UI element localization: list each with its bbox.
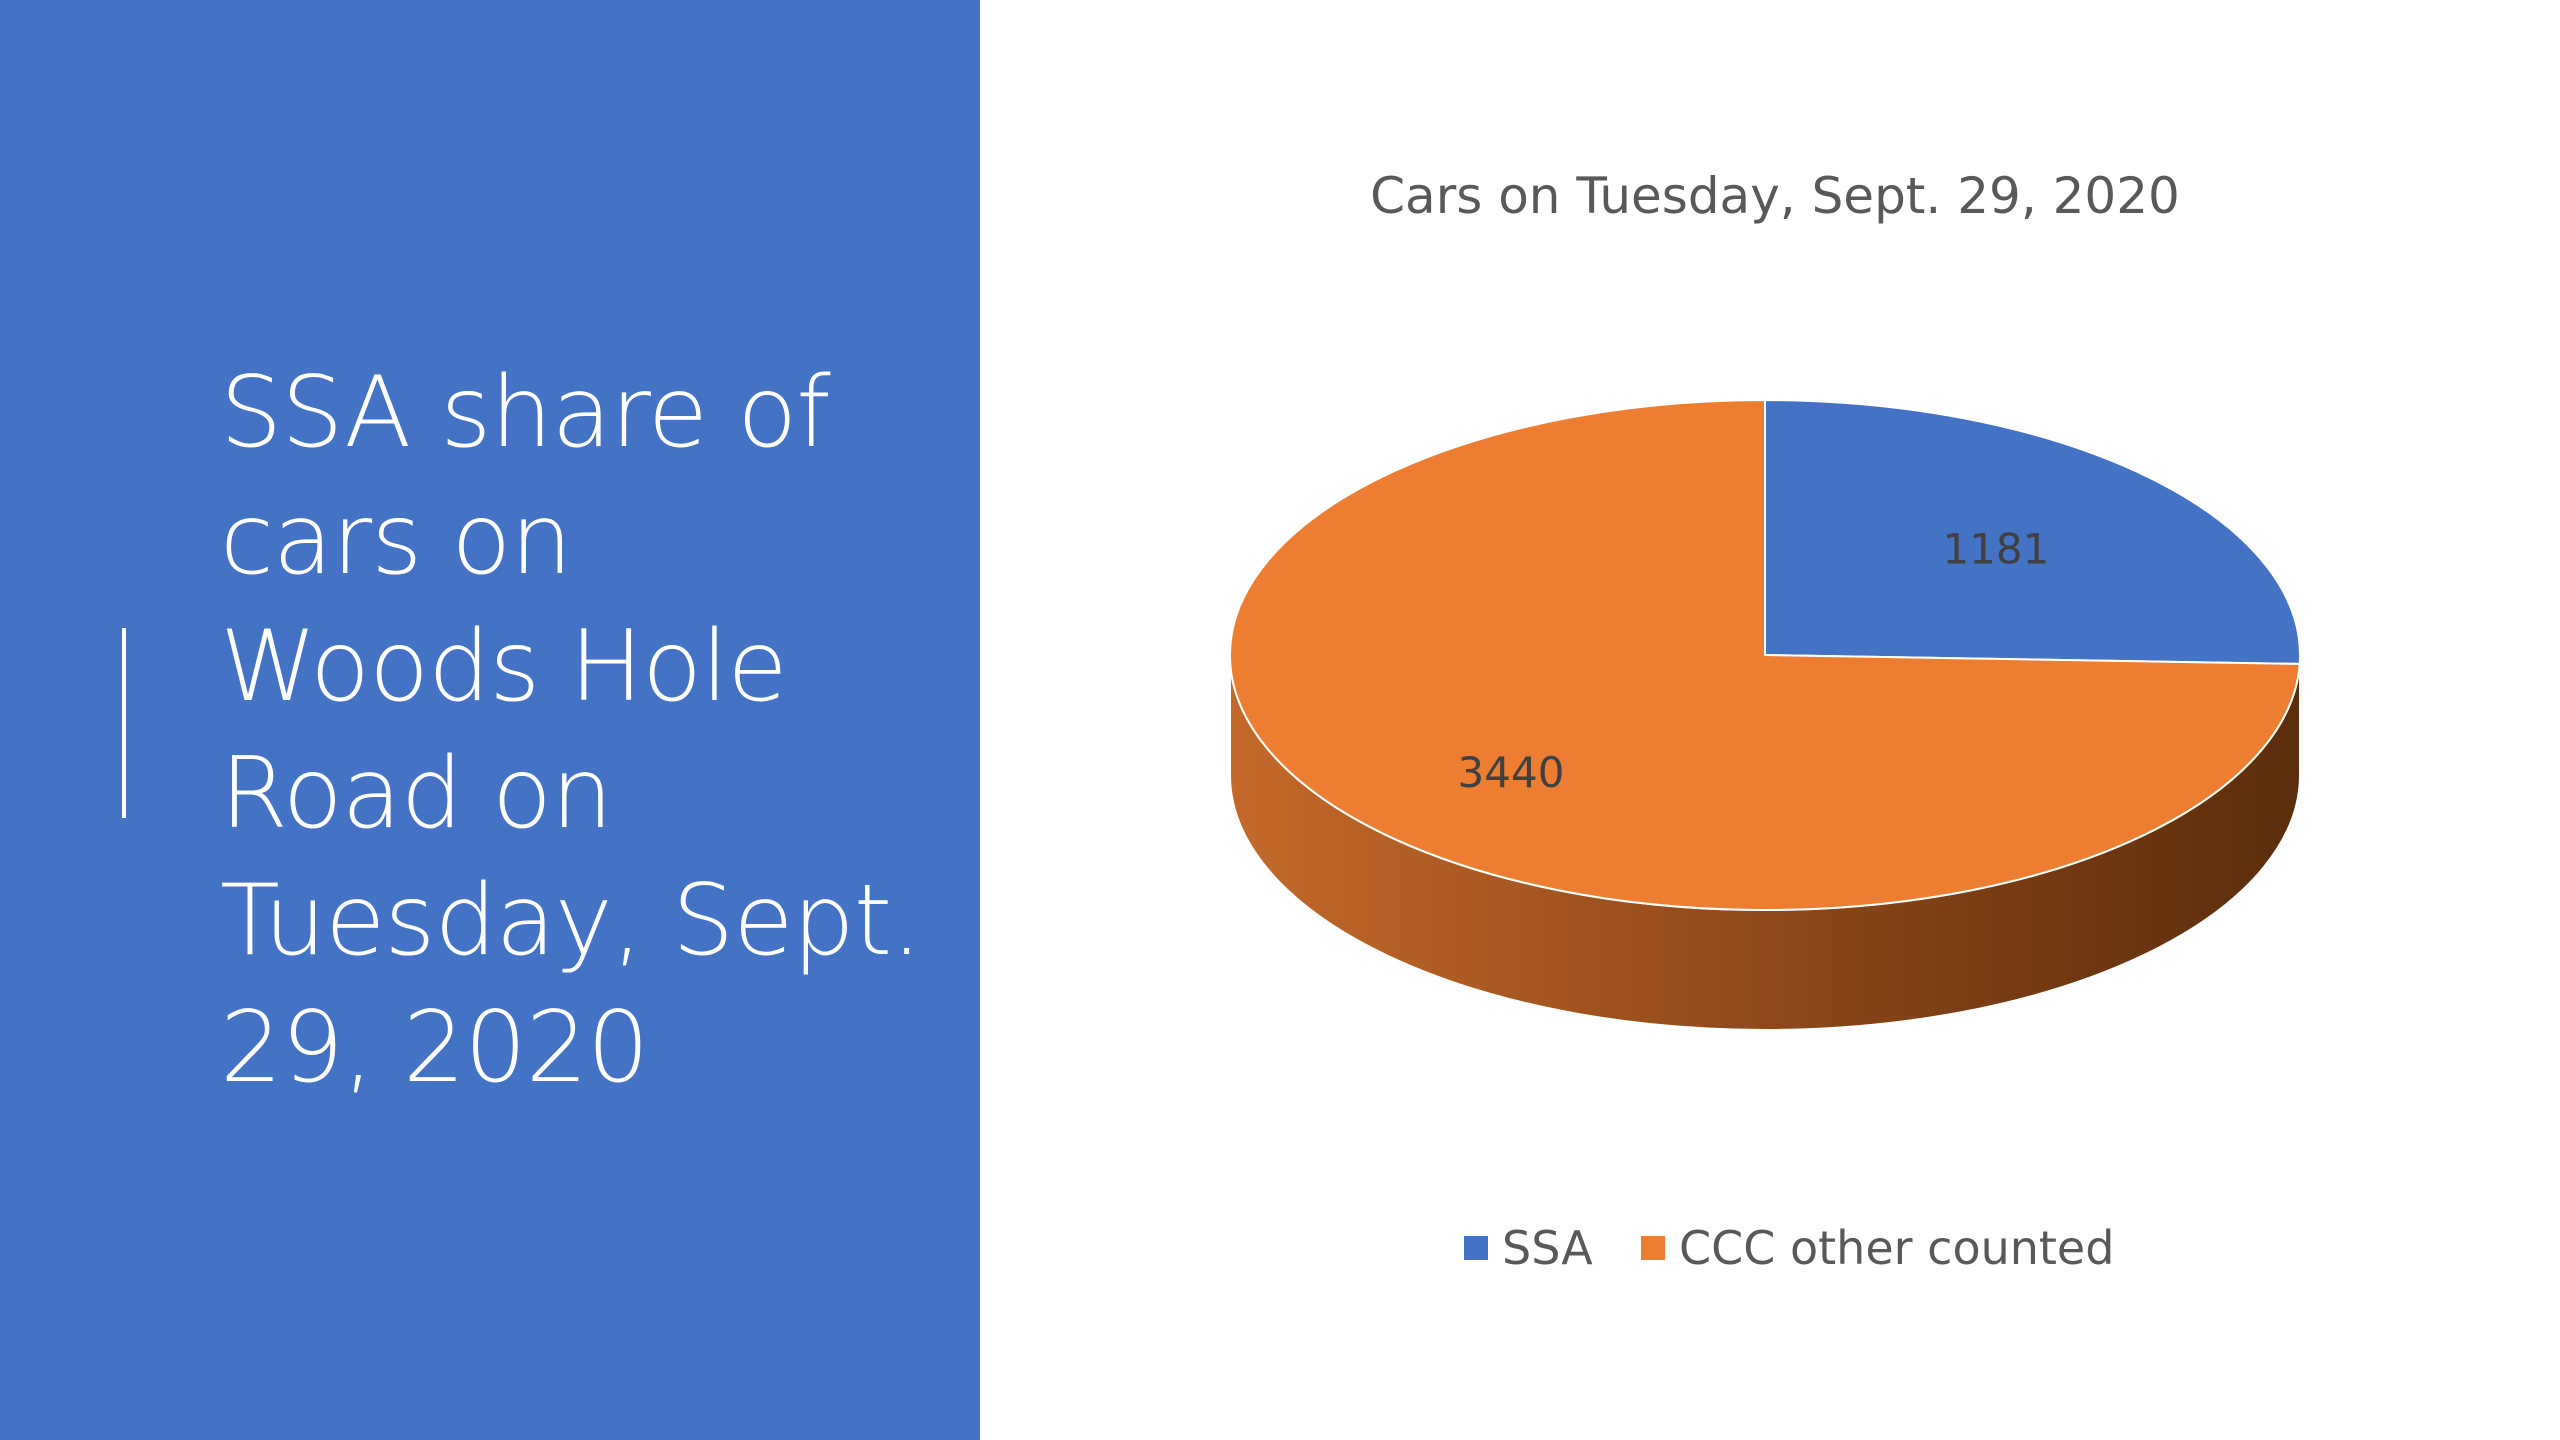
slide-title-line-2: cars on (220, 483, 573, 597)
chart-title: Cars on Tuesday, Sept. 29, 2020 (1370, 167, 2180, 225)
pie-slice-ccc-other-counted (1229, 399, 2301, 911)
pie-slice-ssa (1764, 399, 2301, 665)
legend-label-ssa: SSA (1502, 1221, 1593, 1275)
slide-title-line-3: Woods Hole (220, 610, 788, 724)
slide-title-line-4: Road on (220, 737, 613, 851)
legend-label-ccc-other-counted: CCC other counted (1679, 1221, 2114, 1275)
accent-divider (122, 628, 126, 818)
slide-title-line-6: 29, 2020 (220, 991, 649, 1105)
slide-title-line-1: SSA share of (220, 356, 831, 470)
pie-chart: Cars on Tuesday, Sept. 29, 2020 1181 3440… (1229, 167, 2301, 1275)
legend-swatch-ccc-other-counted (1641, 1236, 1665, 1260)
data-label-ssa: 1181 (1942, 525, 2049, 574)
chart-area: Cars on Tuesday, Sept. 29, 2020 1181 3440… (980, 0, 2560, 1440)
slide-title: SSA share of cars on Woods Hole Road on … (220, 350, 940, 1112)
title-panel: SSA share of cars on Woods Hole Road on … (0, 0, 980, 1440)
chart-legend: SSA CCC other counted (1464, 1221, 2114, 1275)
pie-slices: 1181 3440 (1229, 399, 2301, 1031)
slide-title-line-5: Tuesday, Sept. (220, 864, 922, 978)
legend-swatch-ssa (1464, 1236, 1488, 1260)
data-label-ccc-other-counted: 3440 (1458, 748, 1565, 797)
